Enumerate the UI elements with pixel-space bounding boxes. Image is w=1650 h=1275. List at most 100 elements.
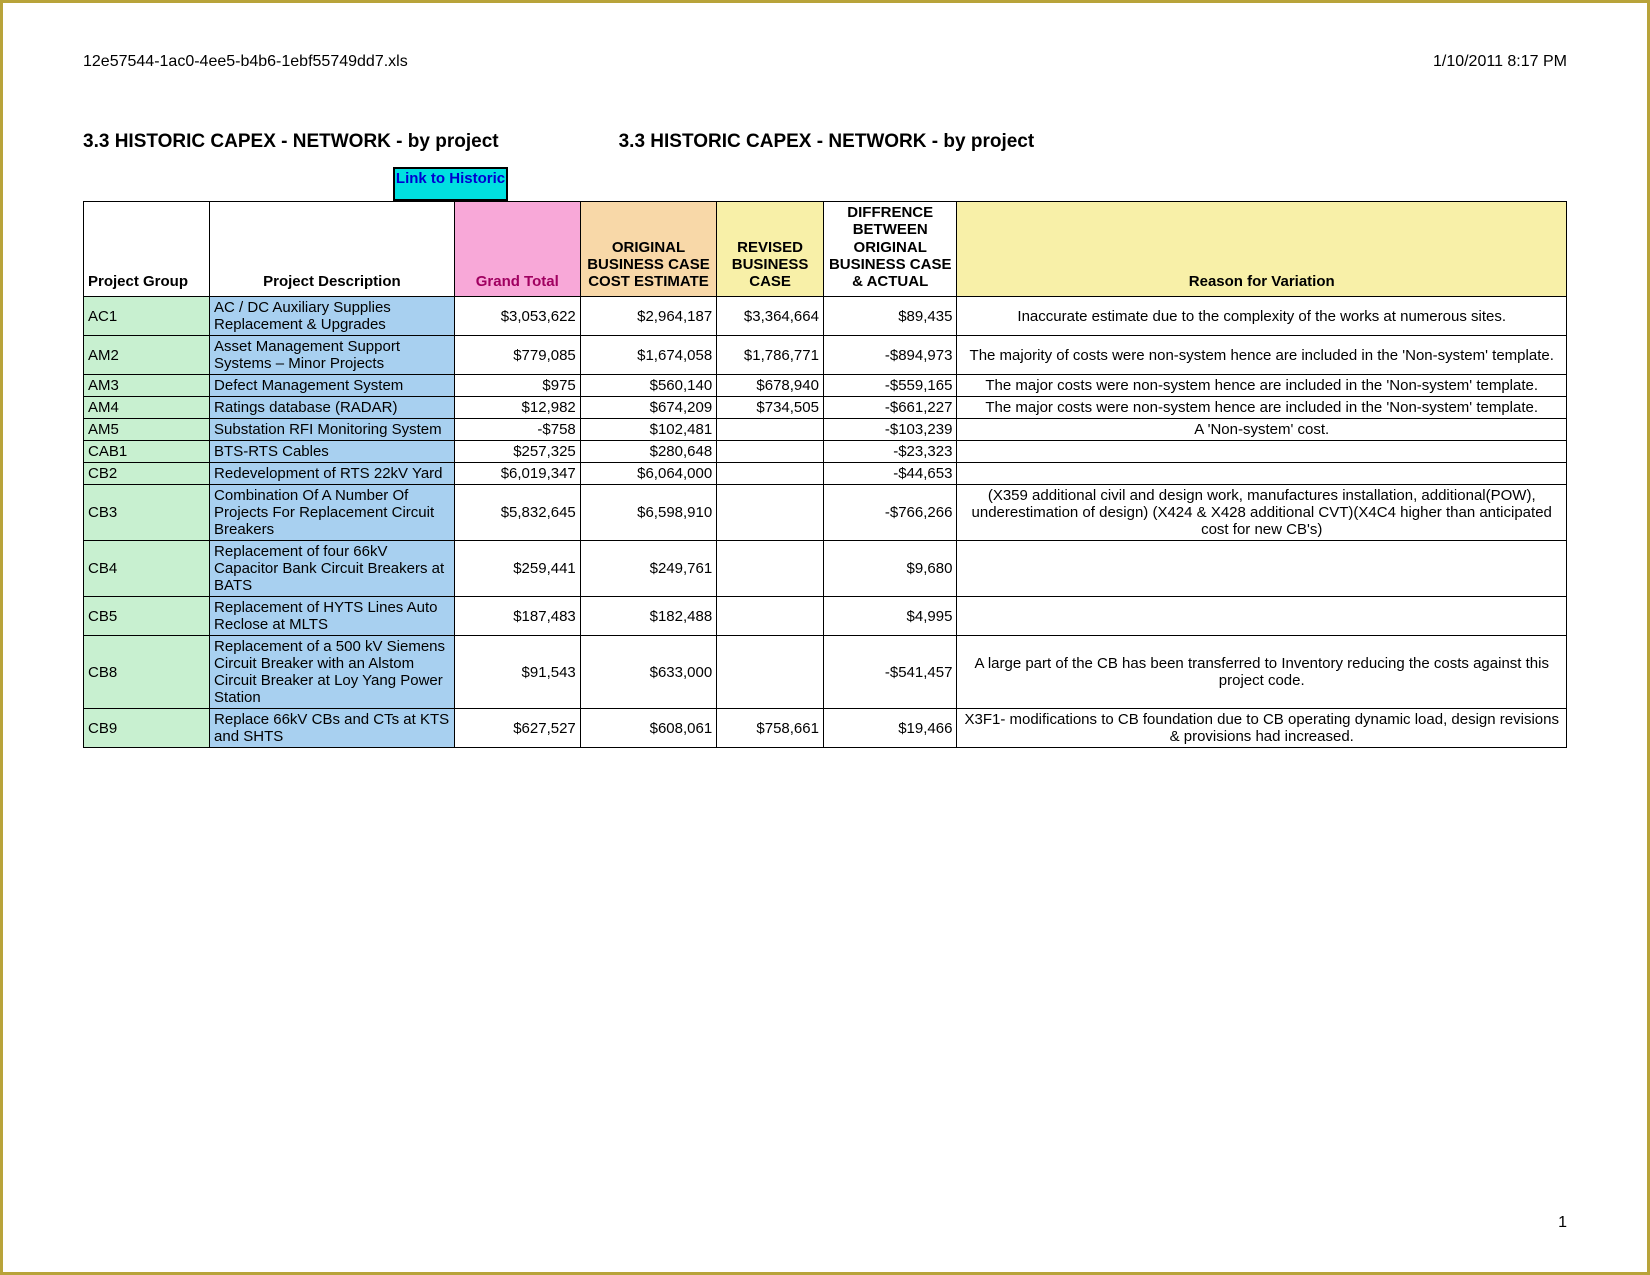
- cell-difference: $89,435: [823, 297, 956, 336]
- cell-revised-bc: [717, 541, 824, 597]
- cell-original-bc: $2,964,187: [580, 297, 716, 336]
- cell-reason: (X359 additional civil and design work, …: [957, 485, 1567, 541]
- cell-difference: $19,466: [823, 709, 956, 748]
- table-row: AM4Ratings database (RADAR)$12,982$674,2…: [84, 397, 1567, 419]
- cell-difference: -$23,323: [823, 441, 956, 463]
- col-reason: Reason for Variation: [957, 202, 1567, 297]
- cell-original-bc: $6,598,910: [580, 485, 716, 541]
- cell-original-bc: $280,648: [580, 441, 716, 463]
- cell-reason: The major costs were non-system hence ar…: [957, 375, 1567, 397]
- cell-project-description: Substation RFI Monitoring System: [210, 419, 455, 441]
- cell-reason: The major costs were non-system hence ar…: [957, 397, 1567, 419]
- cell-revised-bc: [717, 636, 824, 709]
- cell-project-group: AM4: [84, 397, 210, 419]
- cell-revised-bc: [717, 485, 824, 541]
- link-to-historic-button[interactable]: Link to Historic: [393, 167, 508, 201]
- page-frame: 12e57544-1ac0-4ee5-b4b6-1ebf55749dd7.xls…: [0, 0, 1650, 1275]
- cell-original-bc: $182,488: [580, 597, 716, 636]
- cell-project-group: CAB1: [84, 441, 210, 463]
- table-row: CAB1BTS-RTS Cables$257,325$280,648-$23,3…: [84, 441, 1567, 463]
- cell-project-description: Replace 66kV CBs and CTs at KTS and SHTS: [210, 709, 455, 748]
- cell-revised-bc: $1,786,771: [717, 336, 824, 375]
- cell-revised-bc: $734,505: [717, 397, 824, 419]
- col-project-description: Project Description: [210, 202, 455, 297]
- page-number: 1: [1558, 1214, 1567, 1232]
- table-row: CB4Replacement of four 66kV Capacitor Ba…: [84, 541, 1567, 597]
- table-row: CB9Replace 66kV CBs and CTs at KTS and S…: [84, 709, 1567, 748]
- col-original-business-case: ORIGINAL BUSINESS CASE COST ESTIMATE: [580, 202, 716, 297]
- table-row: AC1AC / DC Auxiliary Supplies Replacemen…: [84, 297, 1567, 336]
- cell-project-group: AM5: [84, 419, 210, 441]
- cell-difference: -$103,239: [823, 419, 956, 441]
- table-body: AC1AC / DC Auxiliary Supplies Replacemen…: [84, 297, 1567, 748]
- cell-project-group: CB8: [84, 636, 210, 709]
- cell-reason: [957, 441, 1567, 463]
- cell-project-group: AM2: [84, 336, 210, 375]
- cell-revised-bc: [717, 419, 824, 441]
- section-title-right: 3.3 HISTORIC CAPEX - NETWORK - by projec…: [619, 131, 1035, 153]
- cell-project-group: CB3: [84, 485, 210, 541]
- capex-table: Project Group Project Description Grand …: [83, 201, 1567, 748]
- cell-project-description: AC / DC Auxiliary Supplies Replacement &…: [210, 297, 455, 336]
- cell-reason: A large part of the CB has been transfer…: [957, 636, 1567, 709]
- cell-grand-total: $12,982: [454, 397, 580, 419]
- cell-grand-total: $259,441: [454, 541, 580, 597]
- cell-revised-bc: [717, 463, 824, 485]
- cell-revised-bc: $678,940: [717, 375, 824, 397]
- cell-revised-bc: $3,364,664: [717, 297, 824, 336]
- cell-project-description: Replacement of four 66kV Capacitor Bank …: [210, 541, 455, 597]
- cell-project-description: Defect Management System: [210, 375, 455, 397]
- cell-original-bc: $674,209: [580, 397, 716, 419]
- table-row: AM3Defect Management System$975$560,140$…: [84, 375, 1567, 397]
- page-content: 12e57544-1ac0-4ee5-b4b6-1ebf55749dd7.xls…: [3, 3, 1647, 778]
- page-header: 12e57544-1ac0-4ee5-b4b6-1ebf55749dd7.xls…: [83, 53, 1567, 71]
- cell-project-group: CB5: [84, 597, 210, 636]
- cell-original-bc: $608,061: [580, 709, 716, 748]
- cell-reason: X3F1- modifications to CB foundation due…: [957, 709, 1567, 748]
- cell-grand-total: $627,527: [454, 709, 580, 748]
- cell-difference: -$44,653: [823, 463, 956, 485]
- cell-grand-total: $3,053,622: [454, 297, 580, 336]
- cell-project-description: Replacement of a 500 kV Siemens Circuit …: [210, 636, 455, 709]
- cell-project-group: CB9: [84, 709, 210, 748]
- cell-revised-bc: [717, 441, 824, 463]
- cell-grand-total: $257,325: [454, 441, 580, 463]
- table-row: CB5Replacement of HYTS Lines Auto Reclos…: [84, 597, 1567, 636]
- cell-grand-total: $187,483: [454, 597, 580, 636]
- col-grand-total: Grand Total: [454, 202, 580, 297]
- table-row: AM2Asset Management Support Systems – Mi…: [84, 336, 1567, 375]
- col-revised-business-case: REVISED BUSINESS CASE: [717, 202, 824, 297]
- cell-original-bc: $560,140: [580, 375, 716, 397]
- cell-original-bc: $249,761: [580, 541, 716, 597]
- col-difference: DIFFRENCE BETWEEN ORIGINAL BUSINESS CASE…: [823, 202, 956, 297]
- cell-grand-total: $91,543: [454, 636, 580, 709]
- cell-project-description: Asset Management Support Systems – Minor…: [210, 336, 455, 375]
- cell-grand-total: $975: [454, 375, 580, 397]
- table-row: CB8Replacement of a 500 kV Siemens Circu…: [84, 636, 1567, 709]
- cell-project-group: CB2: [84, 463, 210, 485]
- cell-original-bc: $102,481: [580, 419, 716, 441]
- cell-reason: [957, 463, 1567, 485]
- cell-grand-total: $6,019,347: [454, 463, 580, 485]
- cell-project-description: Combination Of A Number Of Projects For …: [210, 485, 455, 541]
- table-row: AM5Substation RFI Monitoring System-$758…: [84, 419, 1567, 441]
- cell-project-group: AM3: [84, 375, 210, 397]
- cell-project-description: Replacement of HYTS Lines Auto Reclose a…: [210, 597, 455, 636]
- filename-label: 12e57544-1ac0-4ee5-b4b6-1ebf55749dd7.xls: [83, 53, 408, 71]
- cell-difference: -$541,457: [823, 636, 956, 709]
- cell-project-group: CB4: [84, 541, 210, 597]
- cell-project-group: AC1: [84, 297, 210, 336]
- cell-difference: -$661,227: [823, 397, 956, 419]
- cell-grand-total: $779,085: [454, 336, 580, 375]
- cell-reason: A 'Non-system' cost.: [957, 419, 1567, 441]
- title-row: 3.3 HISTORIC CAPEX - NETWORK - by projec…: [83, 131, 1567, 153]
- cell-project-description: Ratings database (RADAR): [210, 397, 455, 419]
- table-header: Project Group Project Description Grand …: [84, 202, 1567, 297]
- table-row: CB3Combination Of A Number Of Projects F…: [84, 485, 1567, 541]
- cell-original-bc: $6,064,000: [580, 463, 716, 485]
- cell-reason: [957, 597, 1567, 636]
- cell-original-bc: $1,674,058: [580, 336, 716, 375]
- cell-difference: -$766,266: [823, 485, 956, 541]
- col-project-group: Project Group: [84, 202, 210, 297]
- table-row: CB2Redevelopment of RTS 22kV Yard$6,019,…: [84, 463, 1567, 485]
